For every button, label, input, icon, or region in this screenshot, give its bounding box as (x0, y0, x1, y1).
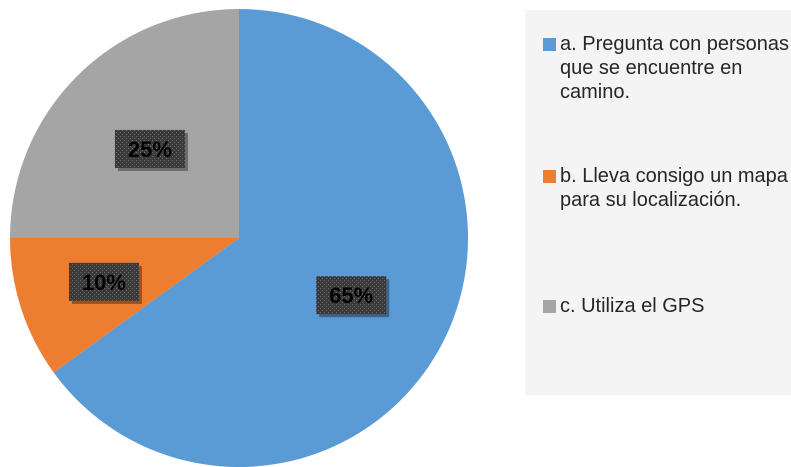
pie-slices (10, 9, 468, 467)
legend: a. Pregunta con personas que se encuentr… (525, 10, 791, 395)
legend-label-a: a. Pregunta con personas que se encuentr… (560, 33, 790, 103)
data-label-a: 65% (316, 276, 390, 318)
legend-swatch-c (543, 300, 556, 313)
pie-slice-a (53, 9, 468, 467)
legend-swatch-b (543, 170, 556, 183)
legend-item-b: b. Lleva consigo un mapa para su localiz… (543, 164, 791, 212)
data-label-box (68, 262, 139, 301)
data-label-text: 65% (329, 283, 373, 308)
pie-slice-c (10, 9, 239, 238)
legend-label-b: b. Lleva consigo un mapa para su localiz… (560, 165, 788, 211)
pie-data-labels: 65% 10% 25% (68, 129, 390, 318)
pie-slice-b (10, 238, 239, 373)
legend-swatch-a (543, 38, 556, 51)
data-label-c: 25% (114, 129, 188, 171)
legend-label-c: c. Utiliza el GPS (560, 295, 705, 317)
legend-item-c: c. Utiliza el GPS (543, 294, 791, 318)
data-label-text: 10% (82, 270, 126, 295)
legend-item-a: a. Pregunta con personas que se encuentr… (543, 32, 791, 104)
data-label-box (114, 129, 185, 168)
data-label-b: 10% (68, 262, 142, 304)
data-label-box (316, 276, 387, 315)
data-label-text: 25% (128, 137, 172, 162)
